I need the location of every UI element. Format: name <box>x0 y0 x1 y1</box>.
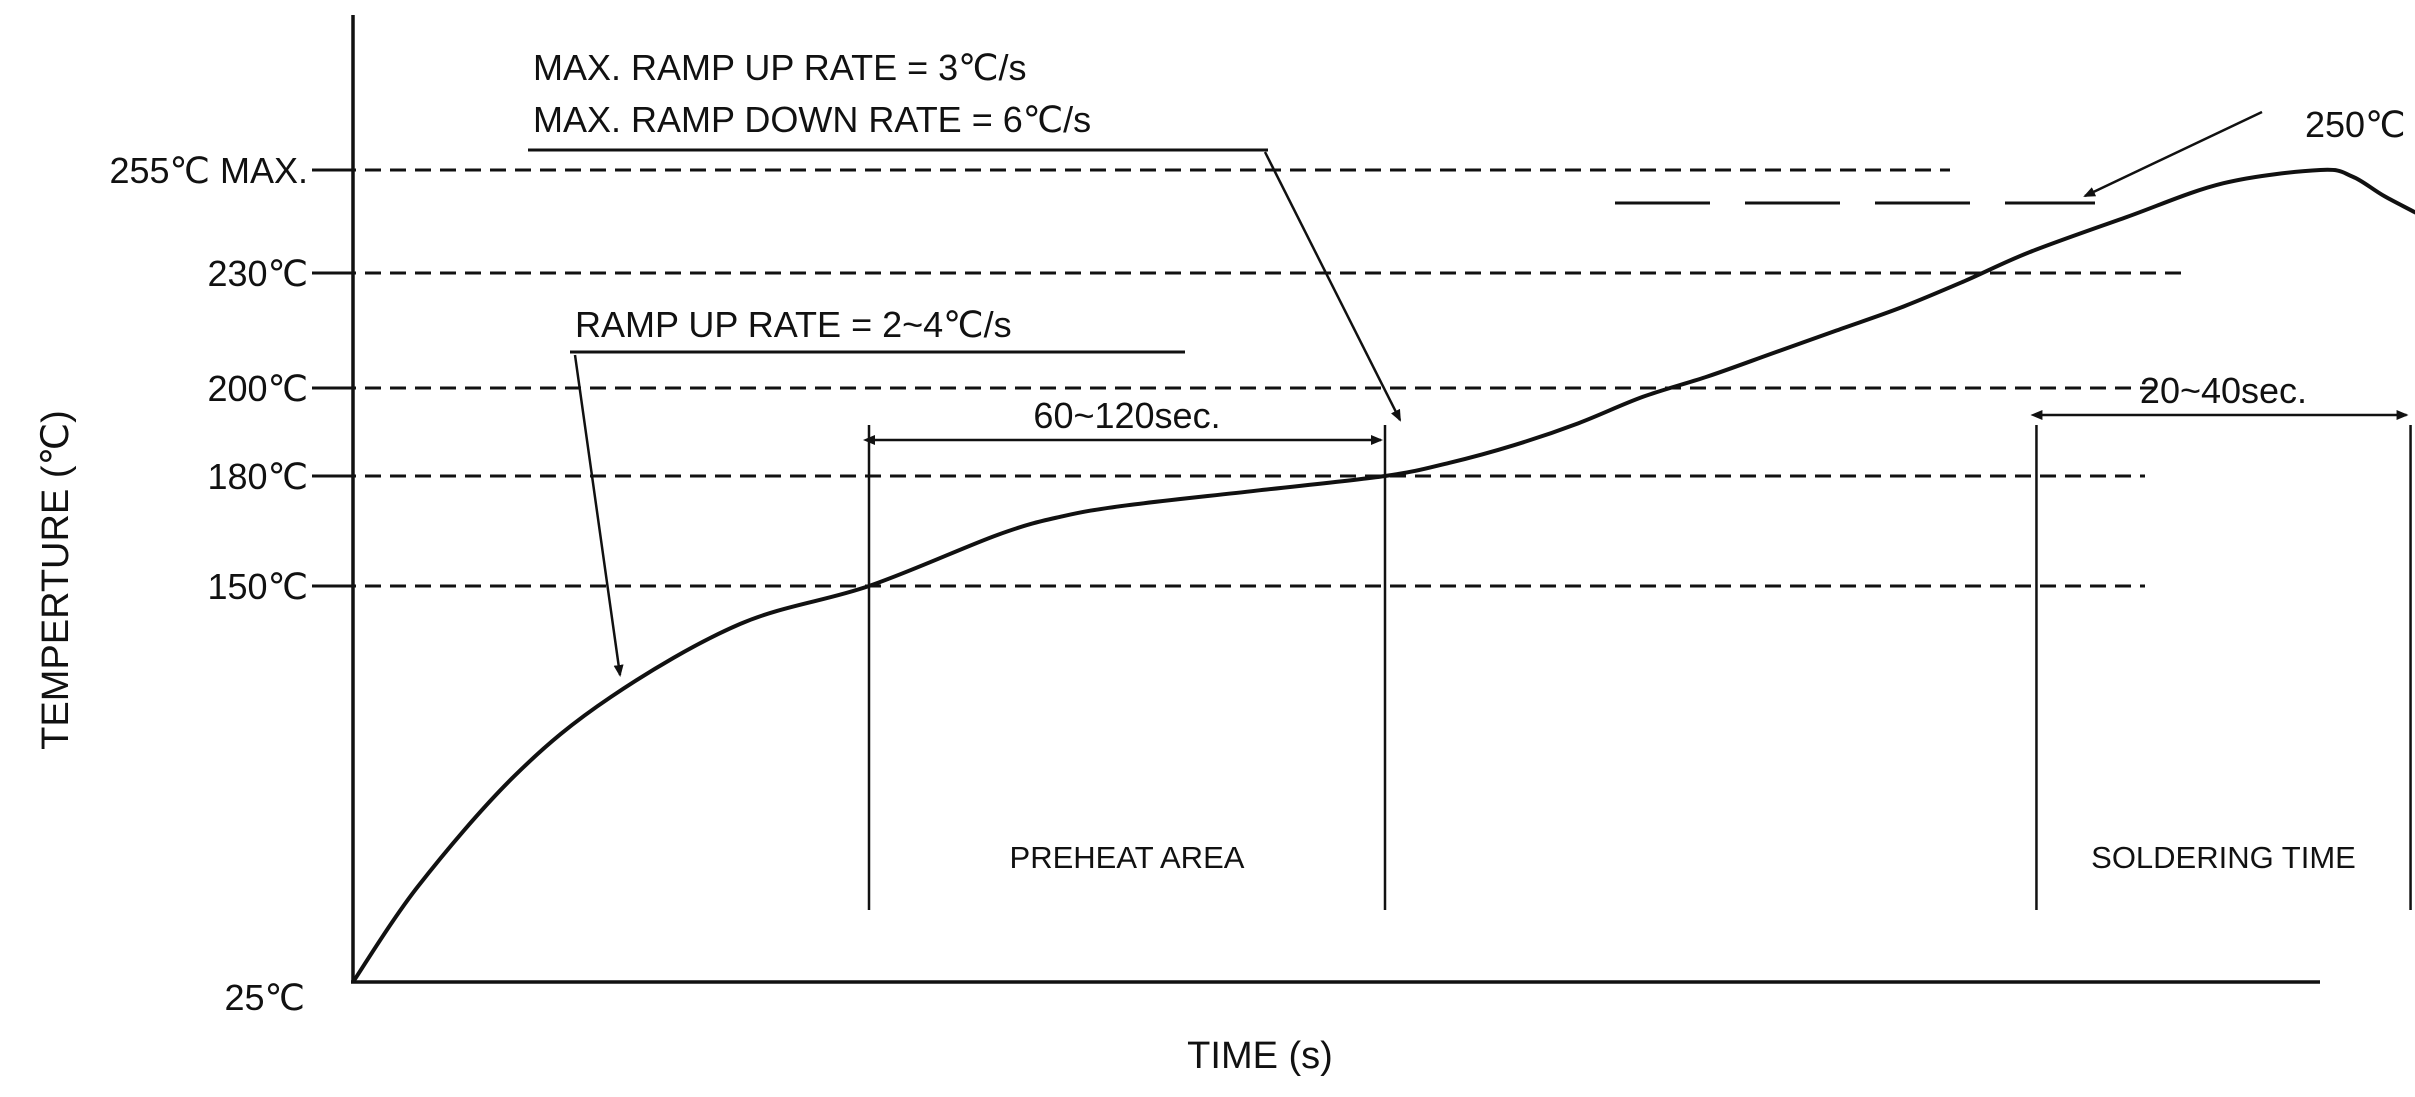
annotation-1: MAX. RAMP UP RATE = 3℃/s <box>533 47 1027 88</box>
series <box>351 167 2415 984</box>
region-span-label-0: 60~120sec. <box>1033 395 1220 436</box>
series-line-0 <box>351 167 2415 984</box>
y-tick-labels: 25℃ 150℃ 180℃ 200℃ 230℃ 255℃ MAX. <box>109 150 353 1018</box>
region-span-label-1: 20~40sec. <box>2140 370 2307 411</box>
x-axis-title: TIME (s) <box>1187 1035 1333 1077</box>
annotation-arrow-0 <box>573 354 624 677</box>
reference-lines: 250℃ <box>340 104 2406 588</box>
region-label-0: PREHEAT AREA <box>1010 840 1245 875</box>
annotation-0: RAMP UP RATE = 2~4℃/s <box>575 304 1012 345</box>
y-tick-label-200: 200℃ <box>208 368 309 409</box>
annotation-arrow-2 <box>1263 151 1402 422</box>
regions: 60~120sec. PREHEAT AREA 20~40sec. SOLDERING… <box>863 370 2412 910</box>
axes <box>351 15 2320 984</box>
y-tick-label-25: 25℃ <box>225 977 305 1018</box>
annotation-2: MAX. RAMP DOWN RATE = 6℃/s <box>533 99 1091 140</box>
y-tick-label-230: 230℃ <box>208 253 309 294</box>
y-tick-label-255: 255℃ MAX. <box>109 150 308 191</box>
region-label-1: SOLDERING TIME <box>2091 840 2356 875</box>
y-axis-title: TEMPERTURE (℃) <box>35 410 77 750</box>
reference-line-label-250: 250℃ <box>2305 104 2406 145</box>
reference-line-250-arrow <box>2083 110 2263 198</box>
y-tick-label-180: 180℃ <box>208 456 309 497</box>
annotations: RAMP UP RATE = 2~4℃/s MAX. RAMP UP RATE =… <box>528 47 1402 677</box>
y-tick-label-150: 150℃ <box>208 566 309 607</box>
